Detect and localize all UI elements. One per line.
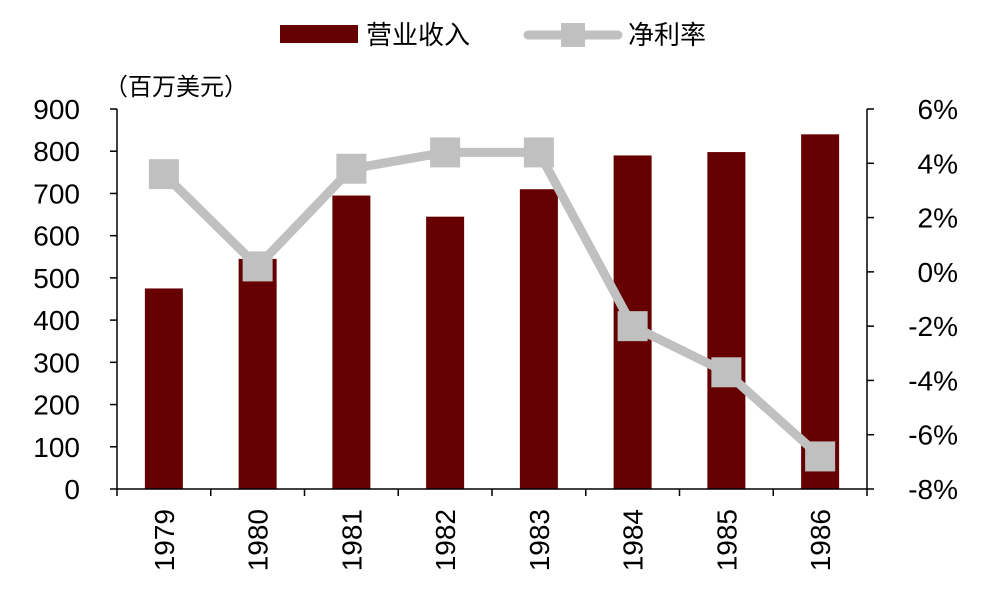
legend-swatch-revenue [280,25,358,43]
net-margin-marker [148,159,179,190]
left-axis-unit-label: （百万美元） [104,73,248,101]
x-axis-labels: 1979 1980 1981 1982 1983 1984 1985 1986 [116,488,868,571]
left-axis-tick-label: 900 [33,94,80,125]
right-axis-tick-label: 4% [918,148,958,179]
legend-label-revenue: 营业收入 [366,21,470,51]
left-axis: 0 100 200 300 400 500 600 700 800 900 [33,94,118,505]
legend-marker-margin [561,23,585,47]
right-axis-tick-label: -4% [908,365,958,396]
right-axis-tick-label: -8% [908,474,958,505]
net-margin-marker [805,441,836,472]
revenue-bar [332,195,371,490]
x-axis-category-label: 1982 [430,509,461,571]
net-margin-marker [523,137,554,168]
x-axis-category-label: 1983 [524,509,555,571]
x-axis-category-label: 1980 [243,509,274,571]
left-axis-tick-label: 300 [33,347,80,378]
right-axis-tick-label: 6% [918,94,958,125]
x-axis-category-label: 1985 [711,509,742,571]
left-axis-tick-label: 0 [64,474,80,505]
left-axis-tick-label: 400 [33,305,80,336]
right-axis: -8% -6% -4% -2% 0% 2% 4% 6% [866,94,958,505]
left-axis-tick-label: 500 [33,263,80,294]
revenue-bar [426,216,465,489]
x-axis-category-label: 1986 [805,509,836,571]
right-axis-tick-label: -2% [908,311,958,342]
net-margin-marker [430,137,461,168]
revenue-bar [707,152,746,490]
net-margin-series [148,137,836,472]
right-axis-tick-label: -6% [908,420,958,451]
revenue-bar [144,288,183,489]
left-axis-tick-label: 700 [33,178,80,209]
left-axis-tick-label: 600 [33,221,80,252]
revenue-bar [801,134,840,490]
x-axis-category-label: 1984 [618,509,649,571]
left-axis-tick-label: 200 [33,390,80,421]
x-axis-category-label: 1979 [149,509,180,571]
legend-label-margin: 净利率 [628,21,706,51]
legend: 营业收入 净利率 [280,21,706,51]
net-margin-marker [336,153,367,184]
revenue-bars [144,134,840,490]
revenue-bar [519,189,558,489]
left-axis-tick-label: 800 [33,136,80,167]
x-axis-category-label: 1981 [336,509,367,571]
left-axis-tick-label: 100 [33,432,80,463]
net-margin-line [159,147,825,461]
net-margin-marker [617,311,648,342]
right-axis-tick-label: 0% [918,257,958,288]
right-axis-tick-label: 2% [918,203,958,234]
revenue-bar [238,258,277,489]
net-margin-marker [711,357,742,388]
net-margin-marker [242,251,273,282]
